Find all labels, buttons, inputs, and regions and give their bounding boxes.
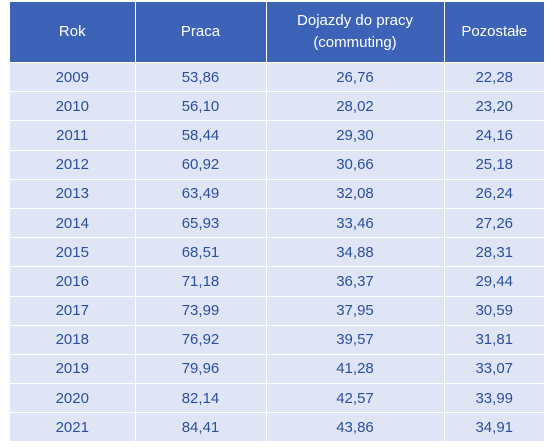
table-row: 2015 68,51 34,88 28,31: [10, 237, 544, 267]
cell-year: 2019: [10, 353, 135, 384]
cell-work: 82,14: [134, 383, 266, 413]
table-row: 2011 58,44 29,30 24,16: [10, 120, 544, 151]
cell-other: 24,16: [443, 120, 544, 151]
table-row: 2012 60,92 30,66 25,18: [10, 149, 544, 180]
cell-work: 79,96: [134, 353, 266, 384]
cell-work: 65,93: [134, 207, 266, 238]
cell-commuting: 34,88: [265, 237, 444, 267]
header-year: Rok: [10, 2, 135, 63]
cell-work: 84,41: [134, 412, 266, 442]
cell-year: 2018: [10, 324, 135, 355]
cell-other: 33,07: [443, 353, 544, 384]
cell-commuting: 36,37: [265, 266, 444, 296]
cell-work: 58,44: [134, 120, 266, 151]
table-row: 2010 56,10 28,02 23,20: [10, 91, 544, 121]
table-header: Rok Praca Dojazdy do pracy (commuting) P…: [10, 2, 544, 63]
data-table-container: Rok Praca Dojazdy do pracy (commuting) P…: [10, 2, 544, 442]
cell-commuting: 30,66: [265, 149, 444, 180]
cell-year: 2021: [10, 412, 135, 442]
cell-work: 56,10: [134, 91, 266, 121]
cell-commuting: 33,46: [265, 207, 444, 238]
cell-commuting: 37,95: [265, 295, 444, 326]
cell-work: 73,99: [134, 295, 266, 326]
cell-year: 2016: [10, 266, 135, 296]
cell-other: 22,28: [443, 61, 544, 92]
header-commuting: Dojazdy do pracy (commuting): [265, 2, 444, 63]
cell-work: 71,18: [134, 266, 266, 296]
header-commuting-line1: Dojazdy do pracy: [297, 12, 413, 29]
cell-work: 76,92: [134, 324, 266, 355]
table-row: 2017 73,99 37,95 30,59: [10, 295, 544, 326]
cell-commuting: 43,86: [265, 412, 444, 442]
cell-other: 31,81: [443, 324, 544, 355]
table-row: 2013 63,49 32,08 26,24: [10, 178, 544, 209]
cell-year: 2020: [10, 383, 135, 413]
cell-other: 28,31: [443, 237, 544, 267]
cell-other: 27,26: [443, 207, 544, 238]
cell-year: 2011: [10, 120, 135, 151]
data-table: Rok Praca Dojazdy do pracy (commuting) P…: [10, 2, 544, 442]
cell-commuting: 26,76: [265, 61, 444, 92]
cell-other: 23,20: [443, 91, 544, 121]
table-row: 2018 76,92 39,57 31,81: [10, 324, 544, 355]
table-row: 2009 53,86 26,76 22,28: [10, 61, 544, 92]
table-body: 2009 53,86 26,76 22,28 2010 56,10 28,02 23,20 20…: [10, 61, 544, 442]
table-row: 2020 82,14 42,57 33,99: [10, 383, 544, 413]
cell-other: 26,24: [443, 178, 544, 209]
cell-other: 33,99: [443, 383, 544, 413]
header-commuting-line2: (commuting): [313, 34, 397, 51]
cell-year: 2009: [10, 61, 135, 92]
cell-other: 34,91: [443, 412, 544, 442]
cell-other: 30,59: [443, 295, 544, 326]
cell-commuting: 28,02: [265, 91, 444, 121]
cell-year: 2017: [10, 295, 135, 326]
cell-year: 2013: [10, 178, 135, 209]
header-work: Praca: [134, 2, 266, 63]
cell-commuting: 29,30: [265, 120, 444, 151]
cell-commuting: 42,57: [265, 383, 444, 413]
cell-year: 2010: [10, 91, 135, 121]
cell-commuting: 41,28: [265, 353, 444, 384]
cell-commuting: 39,57: [265, 324, 444, 355]
cell-work: 53,86: [134, 61, 266, 92]
cell-year: 2014: [10, 207, 135, 238]
cell-commuting: 32,08: [265, 178, 444, 209]
cell-year: 2015: [10, 237, 135, 267]
header-other: Pozostałe: [443, 2, 544, 63]
cell-year: 2012: [10, 149, 135, 180]
cell-other: 29,44: [443, 266, 544, 296]
cell-other: 25,18: [443, 149, 544, 180]
table-row: 2014 65,93 33,46 27,26: [10, 207, 544, 238]
cell-work: 60,92: [134, 149, 266, 180]
cell-work: 68,51: [134, 237, 266, 267]
header-row: Rok Praca Dojazdy do pracy (commuting) P…: [10, 2, 544, 63]
table-row: 2016 71,18 36,37 29,44: [10, 266, 544, 296]
cell-work: 63,49: [134, 178, 266, 209]
table-row: 2021 84,41 43,86 34,91: [10, 412, 544, 442]
table-row: 2019 79,96 41,28 33,07: [10, 353, 544, 384]
